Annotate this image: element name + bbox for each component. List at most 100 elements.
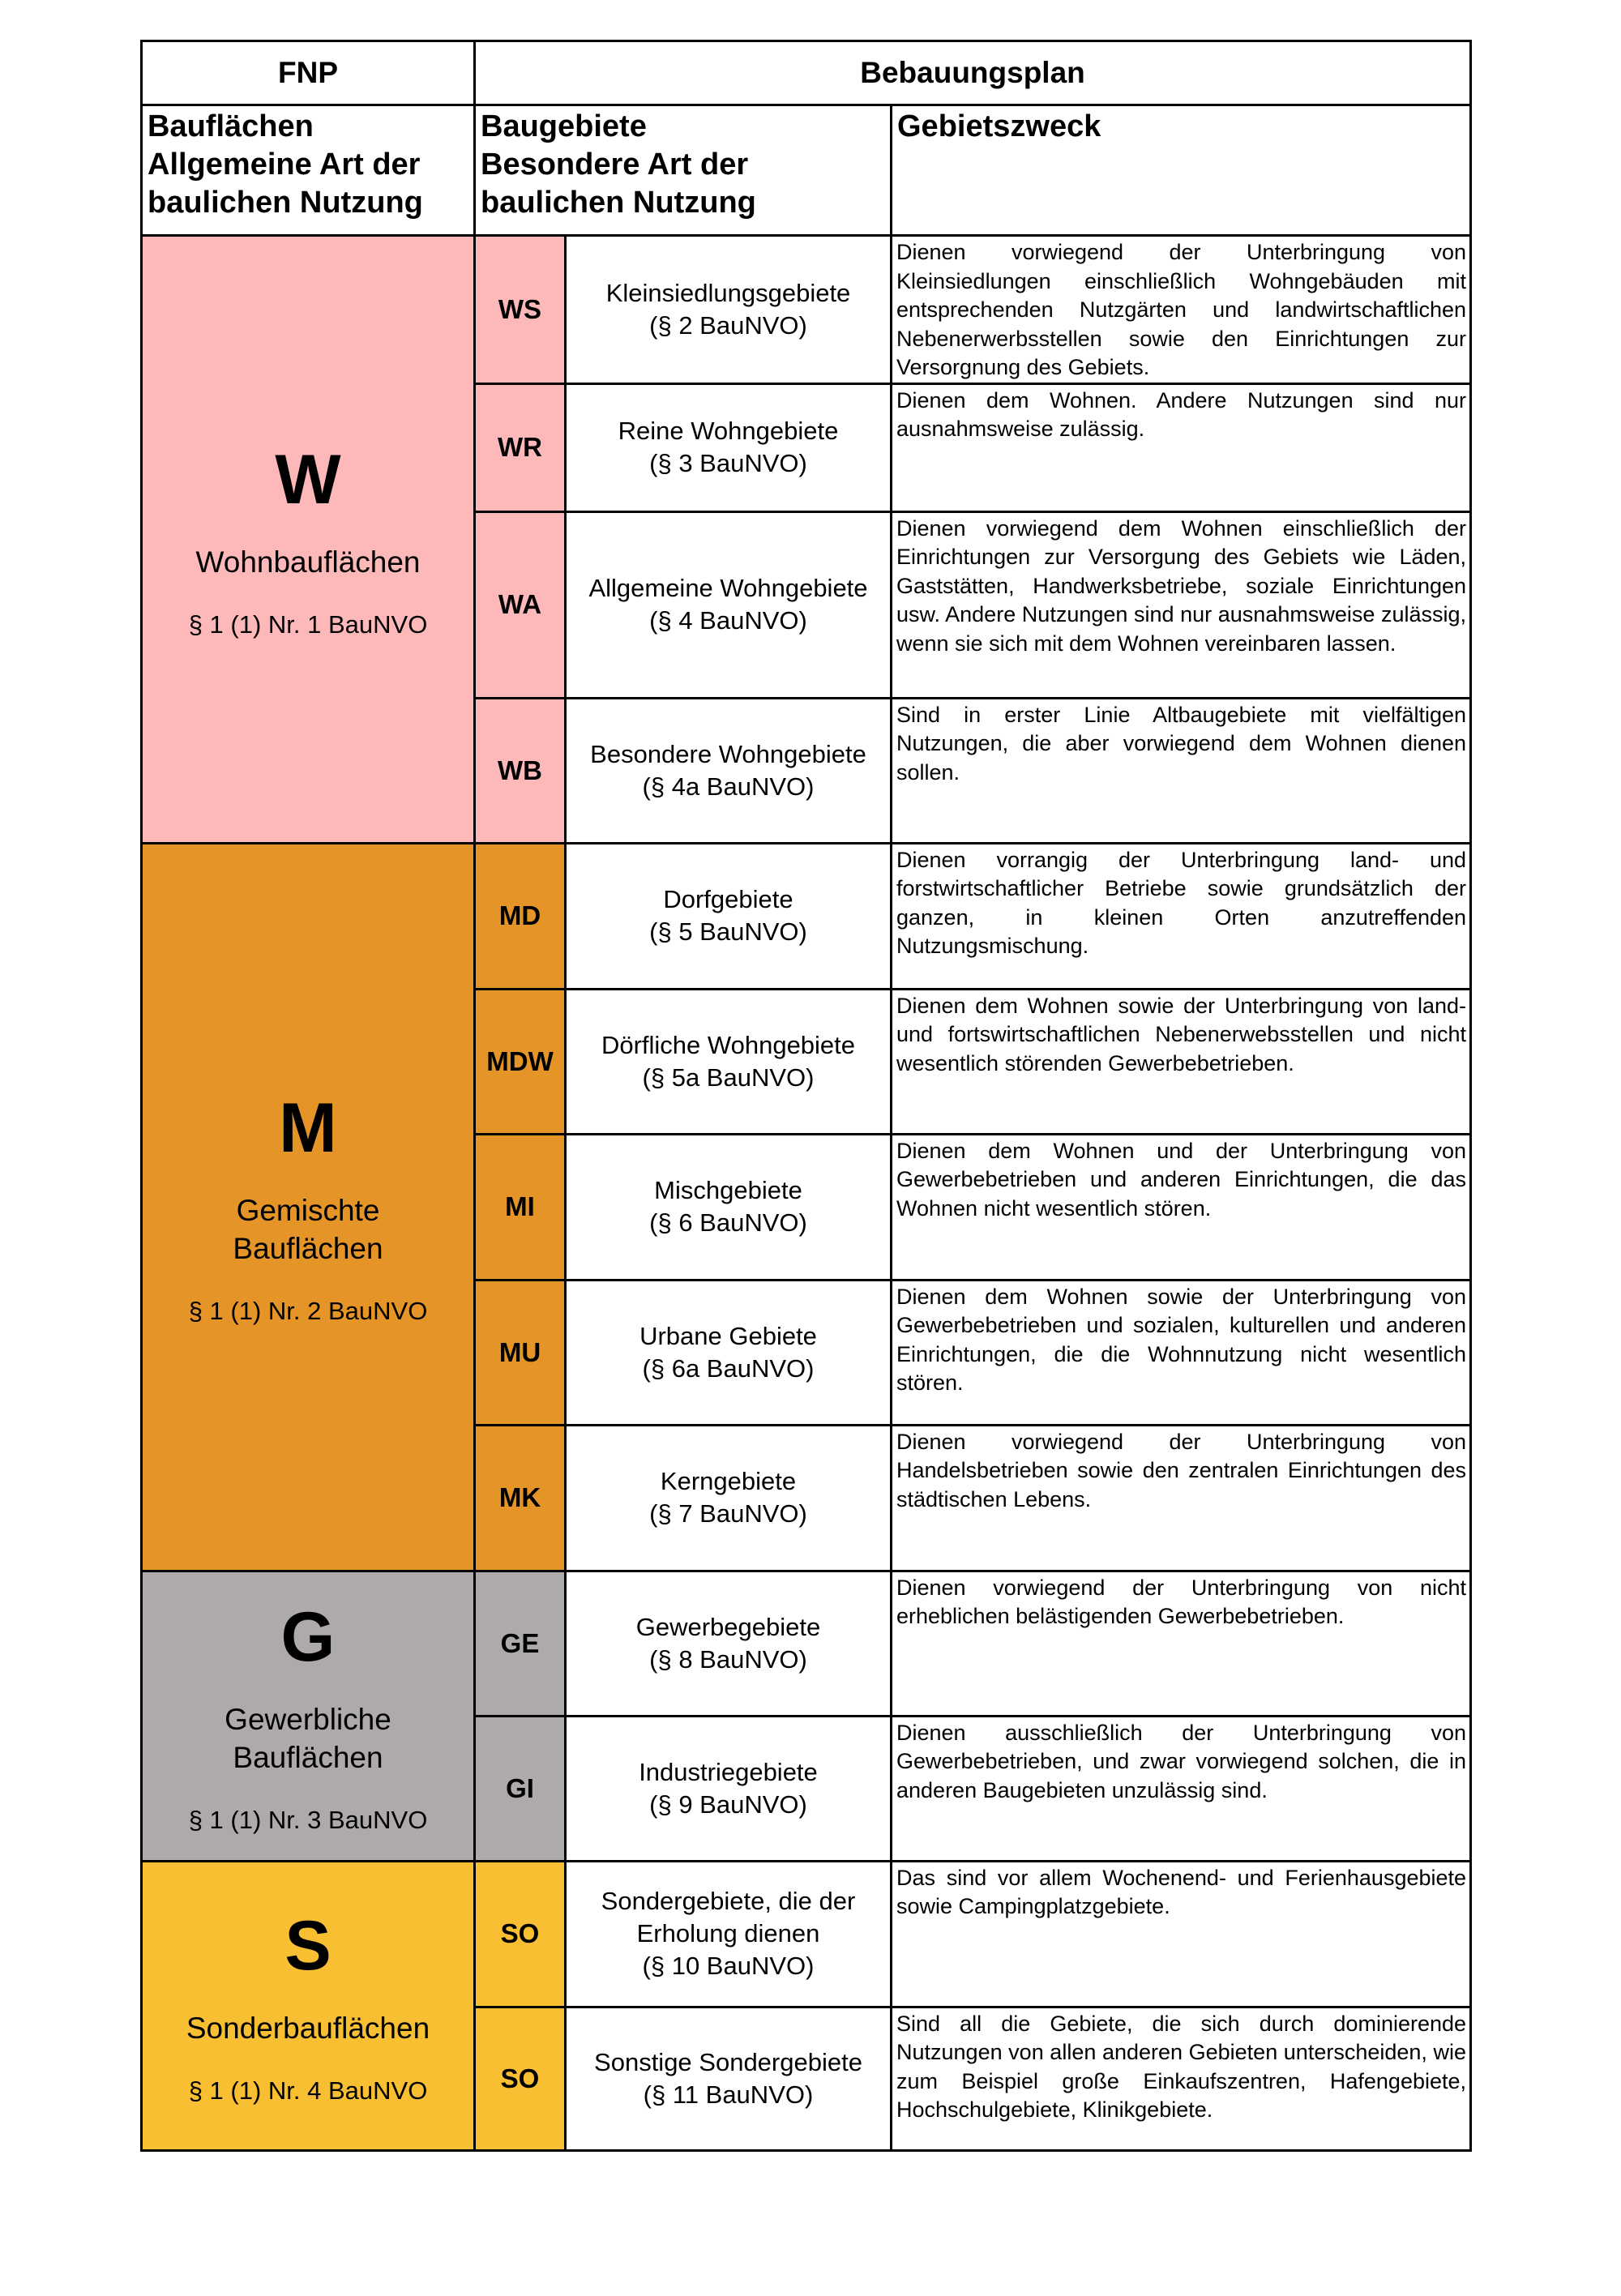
area-purpose: Dienen dem Wohnen sowie der Unterbringun… (889, 987, 1473, 1135)
area-name-cell: Sondergebiete, die der Erholung dienen (§… (564, 1859, 892, 2008)
header-row: FNP Bebauungsplan (140, 40, 1473, 106)
area-name-cell: Kerngebiete (§ 7 BauNVO) (564, 1423, 892, 1572)
bauflaechen-line: Allgemeine Art der (148, 148, 421, 182)
area-code: MI (473, 1132, 567, 1281)
area-code: MK (473, 1423, 567, 1572)
bebauungsplan-header: Bebauungsplan (473, 40, 1473, 106)
table-row: WA Allgemeine Wohngebiete (§ 4 BauNVO) Dien… (142, 510, 1473, 699)
area-purpose: Sind all die Gebiete, die sich durch dom… (889, 2005, 1473, 2152)
group-letter: W (275, 440, 341, 519)
area-name-cell: Dorfgebiete (§ 5 BauNVO) (564, 841, 892, 990)
group-name: Wohnbauflächen (195, 545, 421, 579)
group-letter: M (279, 1089, 337, 1167)
area-purpose: Dienen vorwiegend der Unterbringung von … (889, 1569, 1473, 1717)
bauflaeche-group-g: G Gewerbliche Bauflächen § 1 (1) Nr. 3 Bau… (140, 1569, 476, 1862)
area-purpose: Dienen dem Wohnen und der Unterbringung … (889, 1132, 1473, 1281)
gebietszweck-header: Gebietszweck (889, 104, 1473, 237)
area-paragraph: (§ 4 BauNVO) (649, 606, 807, 635)
area-name: Dorfgebiete (663, 885, 793, 913)
area-name: Allgemeine Wohngebiete (588, 574, 868, 602)
area-paragraph: (§ 5 BauNVO) (649, 917, 807, 946)
area-purpose: Dienen vorwiegend dem Wohnen einschließl… (889, 510, 1473, 699)
area-name-cell: Dörfliche Wohngebiete (§ 5a BauNVO) (564, 987, 892, 1135)
area-name: Sondergebiete, die der Erholung dienen (601, 1887, 856, 1948)
area-purpose: Dienen ausschließlich der Unterbringung … (889, 1714, 1473, 1862)
area-name: Besondere Wohngebiete (590, 739, 866, 768)
table-row: WR Reine Wohngebiete (§ 3 BauNVO) Dienen de… (142, 382, 1473, 513)
group-name: Gewerbliche Bauflächen (225, 1703, 391, 1774)
area-paragraph: (§ 10 BauNVO) (642, 1952, 815, 1980)
table-row: SO Sonstige Sondergebiete (§ 11 BauNVO) Sin… (142, 2005, 1473, 2152)
table-row: GI Industriegebiete (§ 9 BauNVO) Dienen aus… (142, 1714, 1473, 1862)
area-code: WS (473, 234, 567, 385)
area-code: MU (473, 1278, 567, 1426)
area-purpose: Sind in erster Linie Altbaugebiete mit v… (889, 696, 1473, 844)
bauflaechen-header: Bauflächen Allgemeine Art der baulichen … (140, 104, 476, 237)
table-row: WB Besondere Wohngebiete (§ 4a BauNVO) Sind… (142, 696, 1473, 844)
area-purpose: Das sind vor allem Wochenend- und Ferien… (889, 1859, 1473, 2008)
bauflaeche-group-s: S Sonderbauflächen § 1 (1) Nr. 4 BauNVO (140, 1859, 476, 2152)
area-code: SO (473, 1859, 567, 2008)
area-name: Mischgebiete (654, 1176, 802, 1204)
table-row: S Sonderbauflächen § 1 (1) Nr. 4 BauNVO SO S… (140, 1859, 1473, 2152)
area-purpose: Dienen vorrangig der Unterbringung land-… (889, 841, 1473, 990)
bauflaeche-group-w: W Wohnbauflächen § 1 (1) Nr. 1 BauNVO (140, 234, 476, 844)
baunutzung-table: FNP Bebauungsplan Bauflächen Allgemeine … (140, 40, 1473, 2152)
area-code: GI (473, 1714, 567, 1862)
table-row: MK Kerngebiete (§ 7 BauNVO) Dienen vorwiege… (142, 1423, 1473, 1572)
baugebiete-header: Baugebiete Besondere Art der baulichen N… (473, 104, 892, 237)
area-purpose: Dienen dem Wohnen sowie der Unterbringun… (889, 1278, 1473, 1426)
group-paragraph: § 1 (1) Nr. 3 BauNVO (188, 1806, 428, 1834)
area-paragraph: (§ 5a BauNVO) (642, 1062, 815, 1092)
fnp-header: FNP (140, 40, 476, 106)
group-paragraph: § 1 (1) Nr. 4 BauNVO (188, 2076, 428, 2105)
area-code: SO (473, 2005, 567, 2152)
area-paragraph: (§ 6a BauNVO) (642, 1353, 815, 1383)
area-name-cell: Reine Wohngebiete (§ 3 BauNVO) (564, 382, 892, 513)
table-row: M Gemischte Bauflächen § 1 (1) Nr. 2 BauNV… (140, 841, 1473, 1572)
area-paragraph: (§ 7 BauNVO) (649, 1499, 807, 1528)
bauflaechen-line: baulichen Nutzung (148, 186, 423, 220)
area-name-cell: Kleinsiedlungsgebiete (§ 2 BauNVO) (564, 234, 892, 385)
area-name: Industriegebiete (639, 1757, 818, 1786)
area-paragraph: (§ 9 BauNVO) (649, 1789, 807, 1819)
bauflaechen-line: Bauflächen (148, 109, 314, 143)
subheader-row: Bauflächen Allgemeine Art der baulichen … (140, 104, 1473, 237)
area-paragraph: (§ 11 BauNVO) (643, 2080, 814, 2109)
area-purpose: Dienen dem Wohnen. Andere Nutzungen sind… (889, 382, 1473, 513)
group-paragraph: § 1 (1) Nr. 1 BauNVO (188, 609, 428, 639)
area-name-cell: Mischgebiete (§ 6 BauNVO) (564, 1132, 892, 1281)
area-name-cell: Allgemeine Wohngebiete (§ 4 BauNVO) (564, 510, 892, 699)
group-letter: G (280, 1598, 336, 1676)
area-name: Urbane Gebiete (639, 1321, 817, 1350)
area-name: Kleinsiedlungsgebiete (605, 278, 851, 307)
area-name: Gewerbegebiete (635, 1612, 821, 1641)
area-purpose: Dienen vorwiegend der Unterbringung von … (889, 1423, 1473, 1572)
table-row: W Wohnbauflächen § 1 (1) Nr. 1 BauNVO WS Kle… (140, 234, 1473, 844)
group-name: Gemischte Bauflächen (233, 1194, 383, 1265)
area-name: Sonstige Sondergebiete (594, 2047, 862, 2076)
area-name: Reine Wohngebiete (618, 417, 839, 445)
baugebiete-line: baulichen Nutzung (481, 186, 756, 220)
baugebiete-line: Besondere Art der (481, 148, 749, 182)
area-name-cell: Urbane Gebiete (§ 6a BauNVO) (564, 1278, 892, 1426)
table-row: MU Urbane Gebiete (§ 6a BauNVO) Dienen dem … (142, 1278, 1473, 1426)
area-code: WA (473, 510, 567, 699)
table-row: MI Mischgebiete (§ 6 BauNVO) Dienen dem Woh… (142, 1132, 1473, 1281)
area-name-cell: Gewerbegebiete (§ 8 BauNVO) (564, 1569, 892, 1717)
bauflaeche-group-m: M Gemischte Bauflächen § 1 (1) Nr. 2 BauNV… (140, 841, 476, 1572)
area-name-cell: Industriegebiete (§ 9 BauNVO) (564, 1714, 892, 1862)
group-paragraph: § 1 (1) Nr. 2 BauNVO (188, 1297, 428, 1325)
group-letter: S (284, 1907, 331, 1985)
area-name-cell: Besondere Wohngebiete (§ 4a BauNVO) (564, 696, 892, 844)
area-paragraph: (§ 3 BauNVO) (649, 449, 807, 477)
area-code: GE (473, 1569, 567, 1717)
area-paragraph: (§ 4a BauNVO) (642, 772, 815, 801)
area-paragraph: (§ 6 BauNVO) (649, 1208, 807, 1237)
area-code: WR (473, 382, 567, 513)
table-row: MDW Dörfliche Wohngebiete (§ 5a BauNVO) Die… (142, 987, 1473, 1135)
area-code: MDW (473, 987, 567, 1135)
area-code: MD (473, 841, 567, 990)
area-code: WB (473, 696, 567, 844)
area-name: Dörfliche Wohngebiete (601, 1030, 856, 1059)
